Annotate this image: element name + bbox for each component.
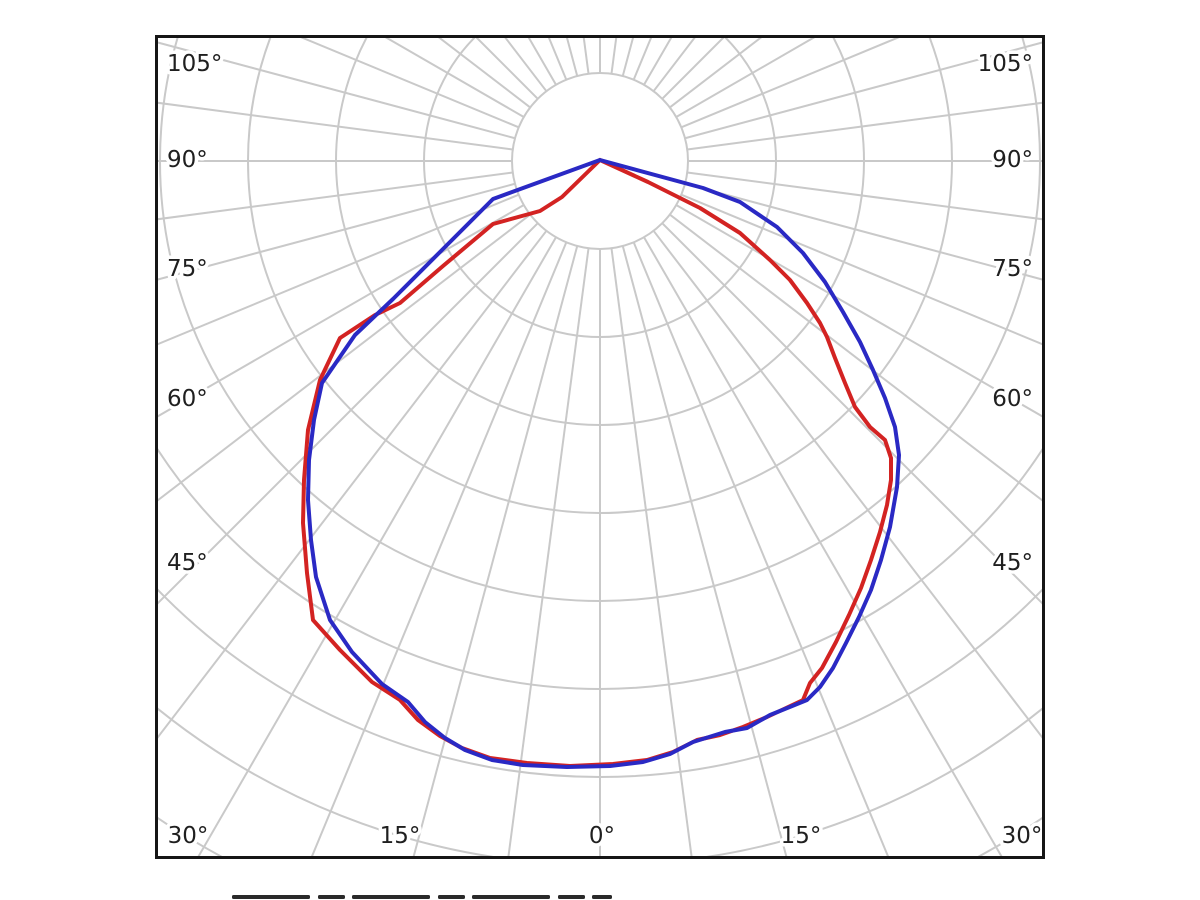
- grid-spoke: [661, 38, 725, 100]
- intensity-curves: [301, 158, 901, 769]
- angle-label: 105°: [167, 51, 222, 77]
- grid-spoke: [158, 204, 525, 418]
- grid-spoke: [158, 213, 531, 502]
- grid-spoke: [158, 101, 513, 151]
- grid-spoke: [669, 213, 1042, 502]
- plot-border: [155, 35, 1045, 859]
- grid-spoke: [652, 230, 1042, 739]
- grid-spoke: [687, 171, 1042, 221]
- grid-spoke: [684, 182, 1042, 281]
- grid-spoke: [158, 182, 516, 281]
- angle-label: 45°: [167, 550, 208, 576]
- angle-label: 15°: [380, 823, 421, 849]
- grid-spoke: [475, 38, 539, 100]
- angle-label: 75°: [992, 256, 1033, 282]
- angle-label: 90°: [992, 147, 1033, 173]
- grid-spoke: [384, 38, 525, 118]
- cropped-bar-segment: [318, 895, 345, 899]
- grid-spoke: [680, 193, 1042, 346]
- angle-label: 60°: [167, 386, 208, 412]
- grid-spoke: [621, 245, 788, 856]
- angle-label: 90°: [167, 147, 208, 173]
- grid-spoke: [311, 241, 568, 856]
- grid-spoke: [300, 38, 520, 129]
- angle-label: 45°: [992, 550, 1033, 576]
- cropped-bar-segment: [558, 895, 585, 899]
- angle-labels: 105° 90° 75° 60° 45° 105° 90° 75° 60° 45° 30° 15° 0°…: [164, 48, 1046, 853]
- grid-spoke: [158, 230, 548, 739]
- grid-spoke: [197, 236, 557, 856]
- cropped-bar-segment: [438, 895, 465, 899]
- grid-spoke: [158, 171, 513, 221]
- grid-spoke: [507, 248, 590, 856]
- angle-label: 15°: [781, 823, 822, 849]
- angle-label: 0°: [589, 823, 615, 849]
- grid-spoke: [412, 245, 579, 856]
- grid-spoke: [680, 38, 900, 129]
- cropped-bottom-element: [232, 895, 612, 899]
- angle-label: 30°: [168, 823, 209, 849]
- grid-spoke: [504, 38, 548, 92]
- grid-spoke: [652, 38, 696, 92]
- grid-spoke: [643, 236, 1003, 856]
- blue-curve: [306, 158, 901, 769]
- cropped-bar-segment: [352, 895, 430, 899]
- angle-label: 75°: [167, 256, 208, 282]
- grid-spoke: [158, 222, 539, 605]
- grid-spoke: [675, 38, 816, 118]
- angle-label: 30°: [1002, 823, 1043, 849]
- grid-spoke: [684, 41, 1042, 140]
- grid-spoke: [632, 241, 889, 856]
- grid-spoke: [158, 41, 516, 140]
- angle-label: 60°: [992, 386, 1033, 412]
- grid-spoke: [158, 193, 520, 346]
- cropped-bar-segment: [592, 895, 612, 899]
- grid-spoke: [687, 101, 1042, 151]
- grid-spoke: [661, 222, 1042, 605]
- angle-label: 105°: [978, 51, 1033, 77]
- cropped-bar-segment: [472, 895, 550, 899]
- cropped-bar-segment: [232, 895, 310, 899]
- grid-spoke: [675, 204, 1042, 418]
